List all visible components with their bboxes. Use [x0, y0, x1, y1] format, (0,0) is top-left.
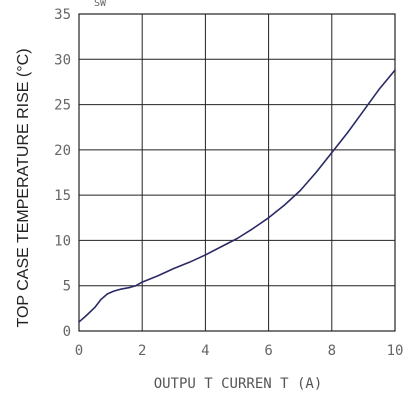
- x-tick-label: 10: [387, 343, 404, 359]
- y-tick-label: 35: [54, 7, 71, 23]
- plot-frame: [78, 13, 396, 332]
- y-tick-label: 5: [63, 279, 71, 295]
- x-axis-title: OUTPU T CURREN T (A): [154, 376, 323, 392]
- corner-label: SW: [94, 0, 107, 9]
- x-tick-label: 8: [328, 343, 336, 359]
- y-tick-label: 0: [63, 324, 71, 340]
- x-tick-label: 2: [138, 343, 146, 359]
- y-tick-label: 20: [54, 143, 71, 159]
- x-tick-labels: 0 2 4 6 8 10: [75, 343, 404, 359]
- x-tick-label: 4: [201, 343, 209, 359]
- x-tick-label: 6: [264, 343, 272, 359]
- gridlines: [79, 14, 395, 331]
- y-tick-label: 25: [54, 98, 71, 114]
- y-axis-title: TOP CASE TEMPERATURE RISE (°C): [15, 48, 32, 327]
- y-tick-label: 15: [54, 188, 71, 204]
- data-series: [78, 69, 396, 323]
- plot-area-border: [78, 13, 396, 332]
- y-tick-labels: 0 5 10 15 20 25 30 35: [54, 7, 71, 340]
- temperature-rise-line: [78, 69, 396, 323]
- y-tick-label: 30: [54, 52, 71, 68]
- x-tick-label: 0: [75, 343, 83, 359]
- y-tick-label: 10: [54, 233, 71, 249]
